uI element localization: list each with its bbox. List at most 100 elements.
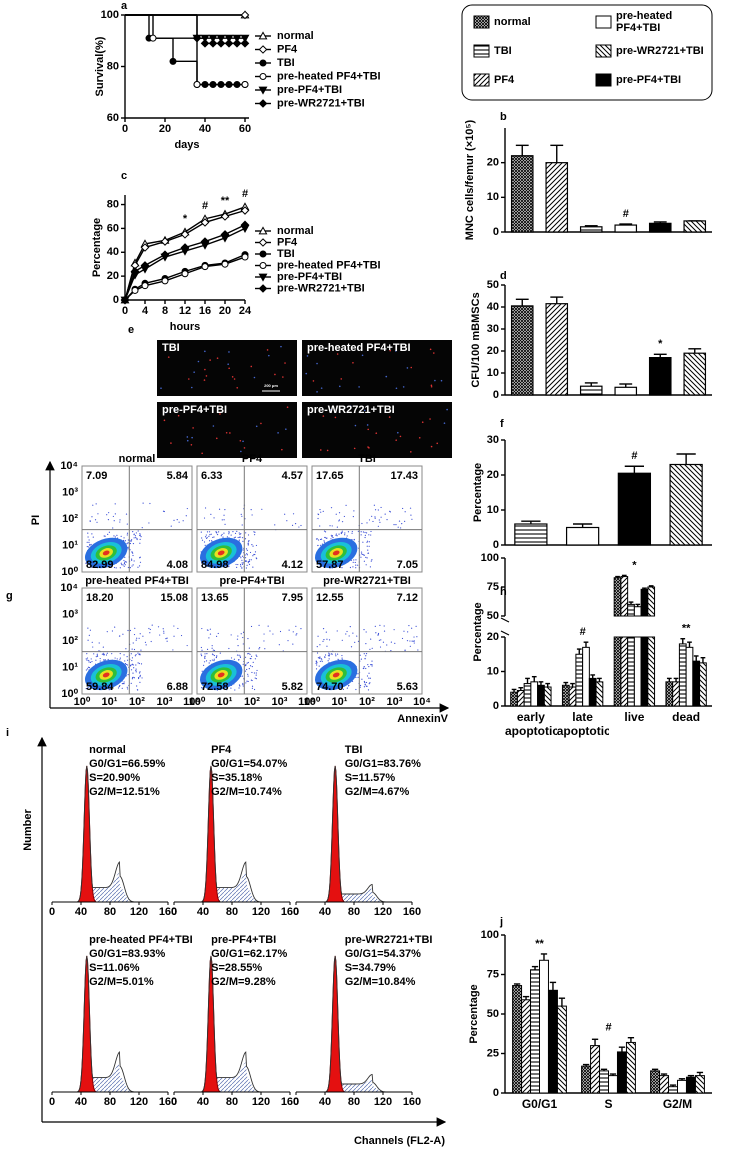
event-dot xyxy=(328,639,331,641)
event-dot xyxy=(92,536,94,538)
event-dot xyxy=(345,504,347,507)
legend-label: pre-PF4+TBI xyxy=(616,74,682,86)
cell-dot xyxy=(326,449,329,452)
cell-dot xyxy=(253,376,256,379)
cell-dot xyxy=(429,348,432,351)
bar xyxy=(545,162,569,233)
event-dot xyxy=(132,531,134,533)
event-dot xyxy=(413,636,415,638)
event-dot xyxy=(237,635,239,637)
event-dot xyxy=(323,541,326,543)
event-dot xyxy=(326,638,328,640)
event-dot xyxy=(133,648,136,651)
cell-dot xyxy=(388,416,391,418)
event-dot xyxy=(125,513,128,515)
event-dot xyxy=(365,556,367,558)
event-dot xyxy=(135,668,137,670)
event-dot xyxy=(363,554,365,556)
event-dot xyxy=(123,562,125,565)
event-dot xyxy=(335,533,337,535)
event-dot xyxy=(377,634,379,636)
event-dot xyxy=(356,635,358,637)
event-dot xyxy=(360,534,362,536)
event-dot xyxy=(363,629,365,631)
x-tick-label: 0 xyxy=(293,906,299,918)
event-dot xyxy=(344,532,346,534)
legend-label: pre-WR2721+TBI xyxy=(616,45,704,57)
event-dot xyxy=(163,630,165,632)
plot-title: pre-PF4+TBI xyxy=(211,934,276,946)
event-dot xyxy=(247,560,249,563)
s-phase xyxy=(86,1062,131,1092)
event-dot xyxy=(200,655,203,657)
event-dot xyxy=(203,517,206,519)
event-dot xyxy=(240,533,242,535)
density-contour xyxy=(217,672,225,678)
event-dot xyxy=(237,563,239,566)
event-dot xyxy=(242,549,244,551)
bar xyxy=(579,385,603,396)
event-dot xyxy=(331,525,333,527)
event-dot xyxy=(135,639,137,641)
event-dot xyxy=(368,545,370,547)
event-dot xyxy=(322,640,324,642)
cell-dot xyxy=(167,356,170,358)
event-dot xyxy=(99,660,101,662)
event-dot xyxy=(224,509,226,511)
marker xyxy=(200,218,210,227)
event-dot xyxy=(201,687,203,689)
quadrant-value: 6.33 xyxy=(201,470,222,482)
event-dot xyxy=(215,656,218,659)
event-dot xyxy=(86,668,89,670)
marker xyxy=(241,253,249,261)
event-dot xyxy=(349,566,352,569)
plot-title: pre-WR2721+TBI xyxy=(345,934,433,946)
phase-value: G2/M=5.01% xyxy=(89,976,154,988)
bar xyxy=(672,681,680,707)
event-dot xyxy=(371,559,373,561)
event-dot xyxy=(132,542,135,545)
cell-dot xyxy=(177,414,180,417)
event-dot xyxy=(88,546,90,548)
event-dot xyxy=(139,671,141,673)
event-dot xyxy=(242,684,244,686)
event-dot xyxy=(334,653,337,655)
event-dot xyxy=(95,659,97,661)
event-dot xyxy=(253,672,256,674)
event-dot xyxy=(409,507,412,509)
event-dot xyxy=(124,560,126,563)
event-dot xyxy=(251,544,253,546)
legend-label: pre-PF4+TBI xyxy=(277,84,342,96)
event-dot xyxy=(365,631,367,633)
event-dot xyxy=(203,541,206,543)
cell-dot xyxy=(186,436,189,438)
x-tick-label-box: S xyxy=(604,1097,612,1111)
legend-label: pre-WR2721+TBI xyxy=(277,282,365,294)
event-dot xyxy=(131,659,133,662)
event-dot xyxy=(321,659,323,661)
event-dot xyxy=(365,681,368,684)
event-dot xyxy=(274,524,276,526)
event-dot xyxy=(353,510,355,512)
event-dot xyxy=(360,658,362,660)
event-dot xyxy=(241,562,243,564)
bar xyxy=(659,1075,670,1094)
bar xyxy=(530,969,541,1094)
event-dot xyxy=(341,530,343,532)
event-dot xyxy=(103,659,105,661)
event-dot xyxy=(116,534,118,536)
event-dot xyxy=(362,553,364,556)
event-dot xyxy=(142,635,144,637)
x-axis-label: Channels (FL2-A) xyxy=(354,1135,445,1147)
event-dot xyxy=(113,566,116,569)
event-dot xyxy=(249,653,251,655)
event-dot xyxy=(366,675,369,677)
event-dot xyxy=(386,644,388,646)
x-tick-label-box: early apoptotic xyxy=(505,710,557,738)
legend-label-box: normal xyxy=(494,16,531,28)
x-tick-label-box: G0/G1 xyxy=(522,1097,557,1111)
event-dot xyxy=(87,536,89,538)
event-dot xyxy=(157,626,160,628)
event-dot xyxy=(120,562,122,564)
